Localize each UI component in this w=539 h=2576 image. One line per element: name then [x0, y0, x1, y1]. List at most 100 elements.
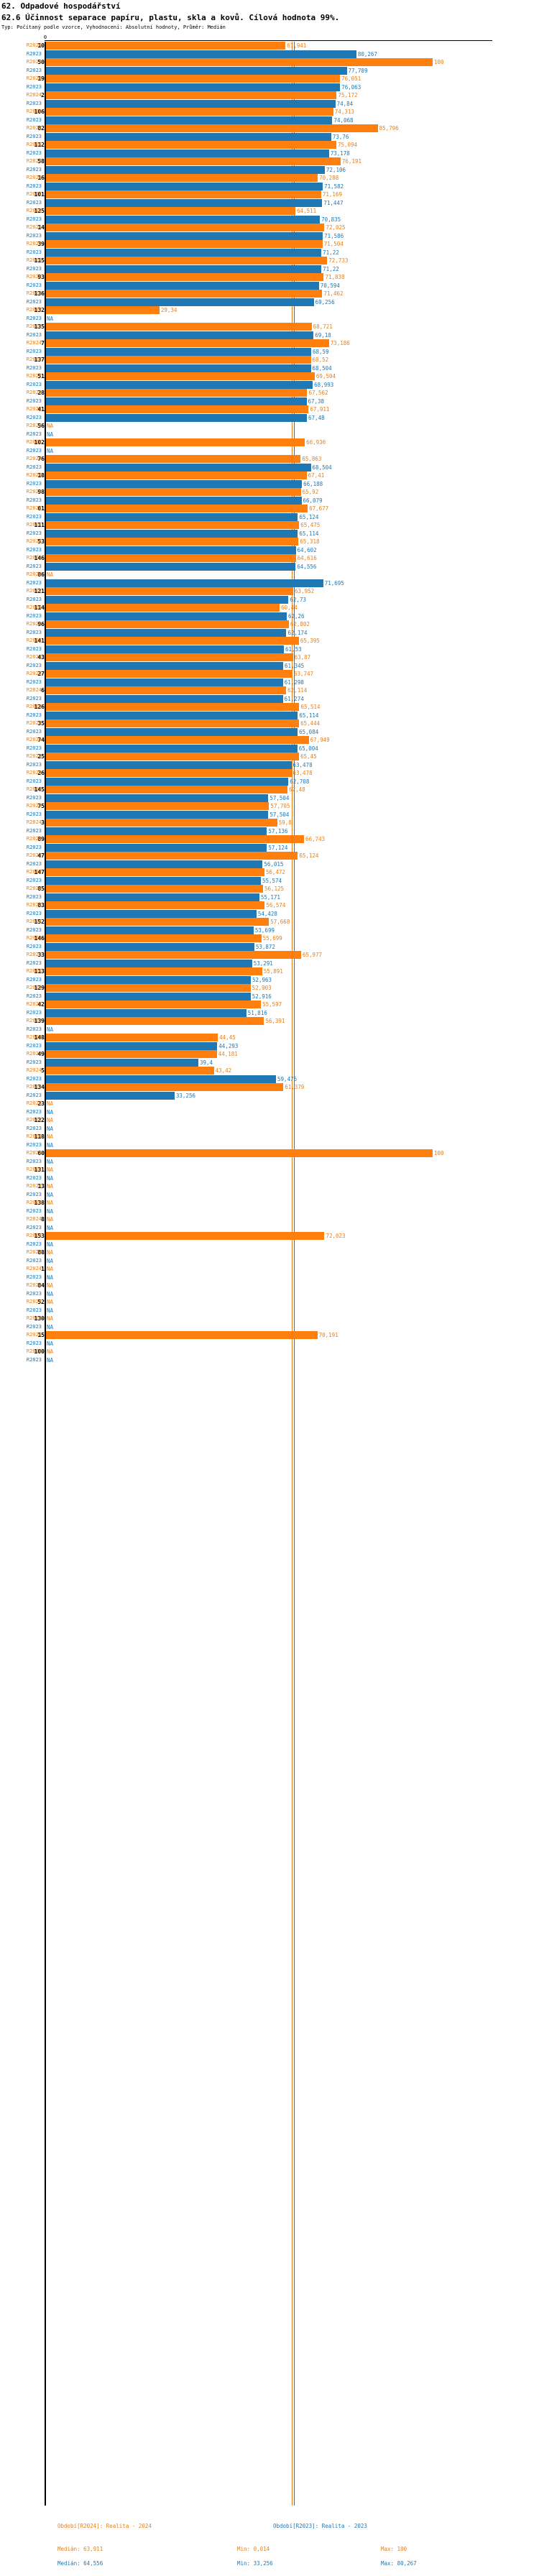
- bar-r2024: [46, 587, 294, 595]
- series-label-r2023: R2023: [26, 84, 42, 90]
- row-number-label: 111: [34, 522, 45, 528]
- bar-r2023: [46, 662, 284, 670]
- row-number-label: 132: [34, 307, 45, 313]
- bar-r2023: [46, 794, 269, 802]
- value-label-r2024: NA: [47, 1266, 54, 1272]
- max-2023: Max: 80,267: [381, 2560, 417, 2567]
- series-label-r2024: R2024: [26, 257, 42, 263]
- row-number-label: 10: [37, 42, 45, 49]
- bar-r2023: [46, 1059, 198, 1067]
- chart-row-group: 118 R2024 NA R2023 NA: [0, 1133, 539, 1149]
- series-label-r2023: R2023: [26, 200, 42, 206]
- row-number-label: 7: [41, 340, 45, 346]
- bar-r2023: [46, 83, 341, 91]
- bar-r2023: [46, 1009, 247, 1017]
- series-label-r2023: R2023: [26, 894, 42, 900]
- bar-r2023: [46, 381, 313, 389]
- series-label-r2023: R2023: [26, 993, 42, 999]
- value-label-r2023: NA: [47, 1175, 54, 1182]
- bar-r2023: [46, 331, 314, 339]
- bar-r2023: [46, 629, 287, 637]
- bar-r2023: [46, 1092, 175, 1100]
- chart-row-group: 86 R2024 NA R2023 71,695: [0, 571, 539, 587]
- bar-r2024: [46, 505, 308, 512]
- bar-r2024: [46, 918, 270, 926]
- series-label-r2023: R2023: [26, 332, 42, 338]
- value-label-r2024: NA: [47, 1249, 54, 1256]
- value-label-r2023: NA: [47, 1324, 54, 1330]
- value-label-r2023: 70,594: [320, 282, 340, 289]
- row-number-label: 141: [34, 638, 45, 644]
- bar-r2024: [46, 339, 329, 347]
- series-label-r2024: R2024: [26, 919, 42, 924]
- series-label-r2024: R2024: [26, 869, 42, 875]
- series-label-r2024: R2024: [26, 522, 42, 528]
- value-label-r2024: 67,949: [310, 737, 330, 743]
- value-label-r2024: 55,597: [262, 1001, 282, 1008]
- value-label-r2024: 71,504: [323, 241, 344, 247]
- row-number-label: 41: [37, 406, 45, 413]
- chart-row-group: 126 R2024 65,514 R2023 65,114: [0, 703, 539, 719]
- value-label-r2024: 65,318: [300, 538, 320, 545]
- chart-row-group: 6 R2024 62,114 R2023 61,274: [0, 686, 539, 703]
- bar-r2023: [46, 778, 289, 786]
- value-label-r2023: 67,38: [308, 398, 325, 405]
- chart-row-group: 82 R2024 85,796 R2023 73,76: [0, 124, 539, 141]
- series-label-r2023: R2023: [26, 514, 42, 520]
- row-number-label: 102: [34, 439, 45, 446]
- bar-r2024: [46, 290, 323, 298]
- series-label-r2023: R2023: [26, 778, 42, 784]
- series-label-r2023: R2023: [26, 1291, 42, 1297]
- bar-r2023: [46, 596, 289, 604]
- bar-r2024: [46, 273, 324, 281]
- value-label-r2023: 62,708: [290, 778, 310, 785]
- series-label-r2023: R2023: [26, 216, 42, 222]
- chart-row-group: 25 R2024 65,45 R2023 63,478: [0, 753, 539, 769]
- series-label-r2023: R2023: [26, 51, 42, 57]
- series-label-r2024: R2024: [26, 158, 42, 164]
- series-label-r2023: R2023: [26, 150, 42, 156]
- value-label-r2024: NA: [47, 1200, 54, 1206]
- value-label-r2024: 72,023: [326, 1233, 346, 1239]
- value-label-r2023: 64,602: [297, 547, 317, 553]
- bar-r2023: [46, 497, 302, 505]
- row-number-label: 88: [37, 1249, 45, 1256]
- row-number-label: 14: [37, 224, 45, 231]
- chart-row-group: 2 R2024 75,172 R2023 74,84: [0, 91, 539, 108]
- series-label-r2024: R2024: [26, 786, 42, 792]
- bar-r2024: [46, 967, 262, 975]
- bar-r2023: [46, 728, 298, 736]
- chart-row-group: 98 R2024 65,92 R2023 66,079: [0, 488, 539, 505]
- series-label-r2023: R2023: [26, 464, 42, 470]
- chart-row-group: 132 R2024 29,34 R2023 NA: [0, 306, 539, 323]
- chart-row-group: 96 R2024 62,802 R2023 62,174: [0, 620, 539, 637]
- value-label-r2024: 65,475: [300, 522, 321, 528]
- chart-row-group: 74 R2024 67,949 R2023 65,004: [0, 736, 539, 753]
- value-label-r2024: 68,52: [312, 356, 329, 363]
- value-label-r2023: NA: [47, 1274, 54, 1281]
- series-label-r2023: R2023: [26, 1340, 42, 1346]
- axis-zero-line: [45, 42, 46, 2506]
- bar-r2024: [46, 686, 287, 694]
- series-label-r2024: R2024: [26, 621, 42, 627]
- value-label-r2023: 65,004: [298, 745, 318, 752]
- series-label-r2023: R2023: [26, 1175, 42, 1181]
- chart-row-group: 101 R2024 71,169 R2023 71,447: [0, 190, 539, 207]
- series-label-r2023: R2023: [26, 266, 42, 272]
- value-label-r2024: 65,92: [302, 489, 319, 495]
- row-number-label: 3: [41, 819, 45, 826]
- value-label-r2024: 62,114: [287, 687, 308, 694]
- value-label-r2023: 57,136: [268, 828, 288, 834]
- value-label-r2023: 61,53: [285, 646, 302, 653]
- series-label-r2024: R2024: [26, 985, 42, 990]
- value-label-r2023: 71,22: [323, 249, 339, 256]
- bar-r2023: [46, 166, 325, 174]
- series-label-r2024: R2024: [26, 952, 42, 957]
- bar-r2024: [46, 769, 292, 777]
- chart-legend: Období[R2024]: Realita - 2024 Období[R20…: [0, 2516, 539, 2576]
- series-label-r2023: R2023: [26, 1092, 42, 1098]
- row-number-label: 136: [34, 290, 45, 297]
- value-label-r2024: 29,34: [160, 307, 178, 313]
- value-label-r2023: NA: [47, 1225, 54, 1231]
- series-label-r2023: R2023: [26, 845, 42, 850]
